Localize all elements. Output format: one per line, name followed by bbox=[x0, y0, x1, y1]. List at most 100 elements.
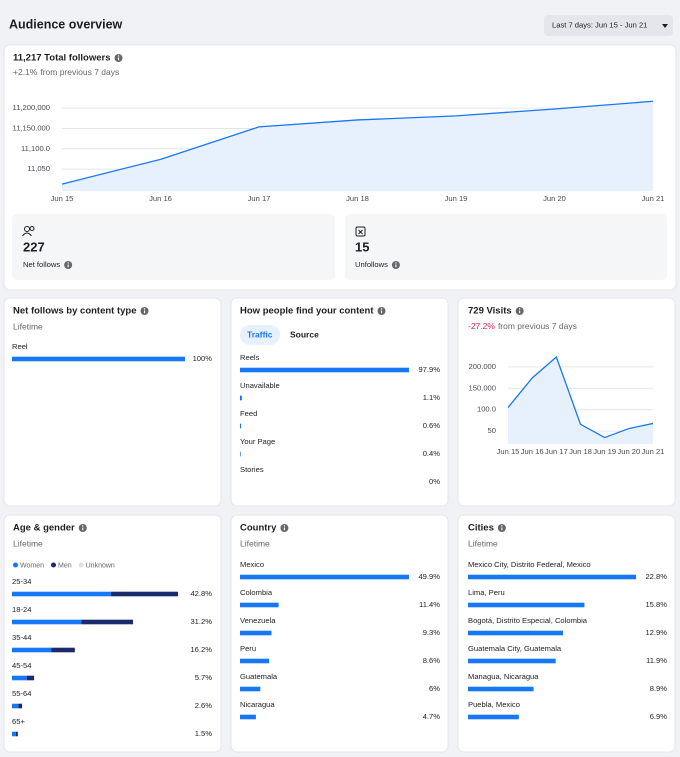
bar bbox=[468, 714, 519, 720]
card-title: Country bbox=[240, 523, 277, 534]
bar-value-label: 9.3% bbox=[423, 628, 441, 637]
bar bbox=[240, 395, 242, 401]
x-tick-label: Jun 16 bbox=[149, 194, 172, 203]
x-tick-label: Jun 19 bbox=[593, 447, 616, 456]
legend-dot bbox=[51, 562, 56, 568]
bar-men bbox=[18, 703, 23, 709]
bar-women bbox=[12, 731, 16, 737]
bar-value-label: 97.9% bbox=[418, 365, 440, 374]
card-subtitle: Lifetime bbox=[13, 538, 43, 548]
info-icon-dot bbox=[117, 55, 120, 57]
bar bbox=[240, 423, 242, 429]
y-tick-label: 11,050 bbox=[27, 164, 50, 173]
bar-value-label: 11.4% bbox=[419, 600, 440, 609]
bar-value-label: 4.7% bbox=[423, 712, 441, 721]
info-icon-dot bbox=[395, 262, 397, 264]
line bbox=[61, 100, 654, 185]
bar-value-label: 0% bbox=[429, 477, 440, 486]
bar bbox=[468, 574, 636, 580]
bar-men bbox=[110, 591, 178, 597]
bar-men bbox=[51, 647, 75, 653]
bar bbox=[240, 686, 261, 692]
card-subtitle: Lifetime bbox=[468, 538, 498, 548]
bar-value-label: 22.8% bbox=[645, 572, 667, 581]
x-tick-label: Jun 21 bbox=[642, 447, 665, 456]
y-tick-label: 100.0 bbox=[477, 405, 496, 414]
date-range-label[interactable]: Last 7 days: Jun 15 - Jun 21 bbox=[552, 21, 647, 30]
legend-label: Unknown bbox=[86, 562, 115, 569]
caret-icon bbox=[662, 24, 668, 28]
bar-men bbox=[81, 619, 134, 625]
bar-label: Bogotá, Distrito Especial, Colombia bbox=[468, 616, 588, 625]
age-gender-card bbox=[3, 514, 222, 753]
tab[interactable]: Traffic bbox=[247, 329, 273, 339]
date-range-button[interactable] bbox=[544, 15, 673, 36]
bar-label: Guatemala City, Guatemala bbox=[468, 644, 562, 653]
cities-card bbox=[457, 514, 676, 753]
stat-label: Net follows bbox=[23, 260, 60, 269]
country-card bbox=[230, 514, 449, 753]
stat-value: 227 bbox=[23, 239, 45, 254]
stat-value: 15 bbox=[355, 239, 369, 254]
card-title: Age & gender bbox=[13, 523, 75, 534]
card-title: Cities bbox=[468, 523, 494, 534]
bar-value-label: 16.2% bbox=[190, 645, 212, 654]
bar bbox=[12, 356, 185, 362]
change-text: -27.2% from previous 7 days bbox=[468, 321, 577, 331]
x-tick-label: Jun 20 bbox=[543, 194, 566, 203]
line bbox=[507, 355, 654, 439]
page-title: Audience overview bbox=[9, 17, 123, 31]
bar-value-label: 1.5% bbox=[195, 729, 213, 738]
bar-label: 35-44 bbox=[12, 633, 31, 642]
bar-value-label: 15.8% bbox=[645, 600, 667, 609]
bar-value-label: 42.8% bbox=[190, 589, 212, 598]
card-title: 729 Visits bbox=[468, 306, 512, 317]
change-caption: from previous 7 days bbox=[40, 67, 119, 77]
change-value: +2.1% bbox=[13, 67, 38, 77]
unfollows-box bbox=[345, 214, 667, 280]
bar-label: 25-34 bbox=[12, 577, 31, 586]
bar bbox=[468, 686, 534, 692]
bar-value-label: 6% bbox=[429, 684, 440, 693]
bar-women bbox=[12, 647, 52, 653]
bar-value-label: 6.9% bbox=[650, 712, 668, 721]
card-title: Net follows by content type bbox=[13, 306, 137, 317]
x-tick-label: Jun 17 bbox=[545, 447, 568, 456]
bar bbox=[240, 630, 272, 636]
change-caption: from previous 7 days bbox=[498, 321, 577, 331]
card-subtitle: Lifetime bbox=[13, 321, 43, 331]
change-text: +2.1% from previous 7 days bbox=[13, 67, 119, 77]
info-icon-dot bbox=[283, 525, 286, 527]
card-title: 11,217 Total followers bbox=[13, 53, 111, 64]
bar-value-label: 8.6% bbox=[423, 656, 441, 665]
bar-value-label: 49.9% bbox=[418, 572, 440, 581]
stat-label: Unfollows bbox=[355, 260, 388, 269]
bar-label: Managua, Nicaragua bbox=[468, 672, 539, 681]
y-tick-label: 50 bbox=[488, 426, 496, 435]
info-icon-dot bbox=[518, 308, 521, 310]
content-type-card bbox=[3, 297, 222, 507]
legend-label: Men bbox=[58, 562, 72, 569]
line-area bbox=[62, 101, 653, 191]
info-icon-dot bbox=[67, 262, 69, 264]
legend-label: Women bbox=[20, 562, 44, 569]
bar-label: Reels bbox=[240, 353, 260, 362]
bar bbox=[468, 658, 556, 664]
bar-label: Stories bbox=[240, 465, 264, 474]
bar bbox=[240, 658, 270, 664]
bar bbox=[240, 714, 256, 720]
tab[interactable]: Source bbox=[290, 329, 319, 339]
x-tick-label: Jun 18 bbox=[346, 194, 369, 203]
bar-value-label: 100% bbox=[193, 354, 213, 363]
unfollow-icon bbox=[355, 226, 366, 237]
traffic-tab[interactable] bbox=[240, 325, 280, 345]
bar-label: Unavailable bbox=[240, 381, 280, 390]
bar bbox=[240, 574, 409, 580]
bar-label: Reel bbox=[12, 342, 28, 351]
discovery-card bbox=[230, 297, 449, 507]
bar-label: Guatemala bbox=[240, 672, 278, 681]
x-tick-label: Jun 16 bbox=[521, 447, 544, 456]
bar bbox=[240, 602, 279, 608]
bar-value-label: 11.9% bbox=[646, 656, 667, 665]
y-tick-label: 11,150.000 bbox=[13, 123, 50, 132]
